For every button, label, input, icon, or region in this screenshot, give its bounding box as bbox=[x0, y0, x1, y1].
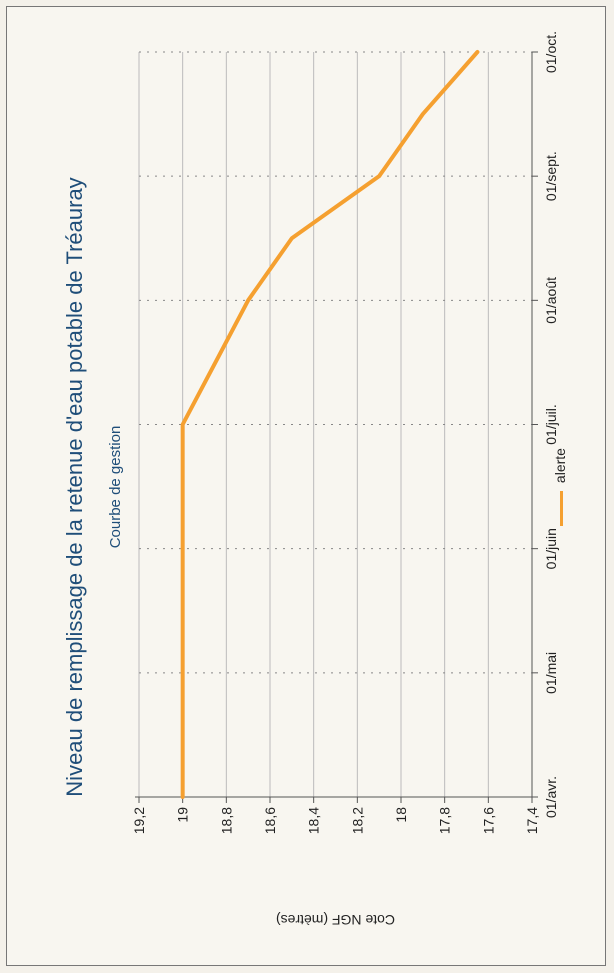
line-chart: 17,4 17,6 17,8 18 18,2 18,4 18,6 18,8 19 19,2 01/a… bbox=[131, 31, 559, 928]
y-tick-label: 18,8 bbox=[218, 807, 234, 834]
rotated-chart-container: Niveau de remplissage de la retenue d'ea… bbox=[7, 7, 605, 965]
y-tick-label: 18 bbox=[393, 807, 409, 823]
y-tick-label: 17,4 bbox=[524, 807, 540, 834]
y-tick-label: 19,2 bbox=[131, 807, 147, 834]
x-tick-label: 01/avr. bbox=[543, 776, 559, 818]
x-tick-label: 01/mai bbox=[543, 652, 559, 694]
x-tick-label: 01/oct. bbox=[543, 31, 559, 73]
y-tick-label: 17,8 bbox=[437, 807, 453, 834]
legend-label: alerte bbox=[552, 448, 568, 484]
x-tick-label: 01/sept. bbox=[543, 151, 559, 201]
y-tick-label: 17,6 bbox=[480, 807, 496, 834]
chart-page: Niveau de remplissage de la retenue d'ea… bbox=[6, 6, 606, 966]
y-tick-label: 18,4 bbox=[306, 807, 322, 834]
series-line-alerte bbox=[180, 50, 480, 799]
y-axis-label: Cote NGF (mètres) bbox=[276, 912, 395, 928]
y-tick-label: 18,6 bbox=[262, 807, 278, 834]
y-tick-label: 18,2 bbox=[349, 807, 365, 834]
x-tick-label: 01/juil. bbox=[543, 404, 559, 444]
legend: alerte bbox=[552, 7, 568, 965]
legend-swatch bbox=[559, 490, 563, 526]
x-tick-label: 01/août bbox=[543, 277, 559, 324]
x-tick-label: 01/juin bbox=[543, 528, 559, 569]
y-tick-label: 19 bbox=[175, 807, 191, 823]
